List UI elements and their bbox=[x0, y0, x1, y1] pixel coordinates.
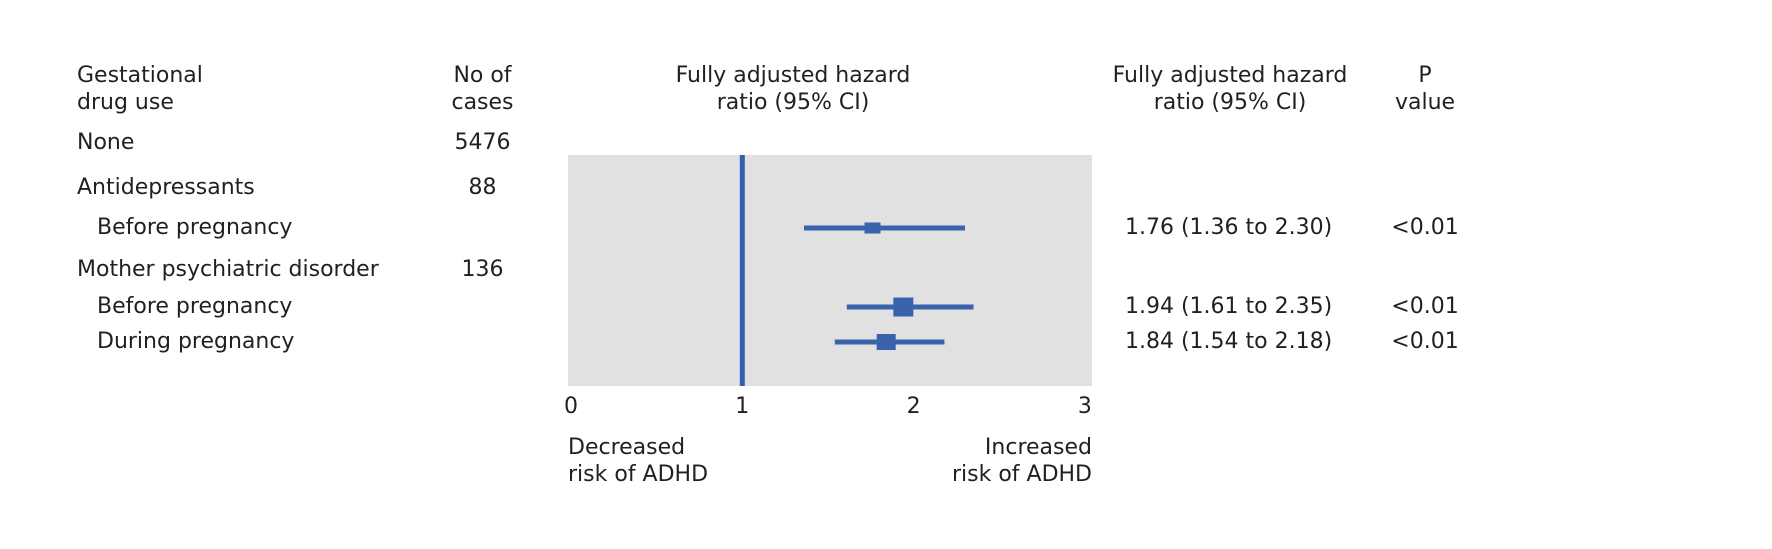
header-line: value bbox=[1394, 90, 1456, 115]
header-chart-hazard-ratio: Fully adjusted hazard ratio (95% CI) bbox=[568, 62, 1018, 116]
header-line: No of bbox=[453, 63, 512, 88]
plot-area bbox=[568, 155, 1092, 390]
header-line: Gestational bbox=[77, 63, 203, 88]
header-p-value: P value bbox=[1360, 62, 1490, 116]
row-label: Before pregnancy bbox=[97, 294, 293, 319]
row-cases-value: 136 bbox=[461, 257, 504, 282]
row-hazard-ratio-value: 1.76 (1.36 to 2.30) bbox=[1125, 215, 1333, 240]
x-tick-label: 1 bbox=[735, 394, 750, 419]
row-label: Before pregnancy bbox=[97, 215, 293, 240]
header-line: P bbox=[1418, 63, 1432, 88]
header-line: ratio (95% CI) bbox=[716, 90, 870, 115]
x-tick-label: 0 bbox=[564, 394, 578, 419]
row-p-value: <0.01 bbox=[1391, 215, 1459, 240]
caption-line: Increased bbox=[984, 435, 1092, 460]
header-line: Fully adjusted hazard bbox=[1112, 63, 1348, 88]
header-line: Fully adjusted hazard bbox=[675, 63, 911, 88]
header-line: cases bbox=[451, 90, 514, 115]
axis-caption-increased-risk: Increased risk of ADHD bbox=[872, 434, 1092, 488]
row-hazard-ratio-value: 1.94 (1.61 to 2.35) bbox=[1125, 294, 1333, 319]
row-label: Mother psychiatric disorder bbox=[77, 257, 379, 282]
header-no-of-cases: No of cases bbox=[425, 62, 540, 116]
row-cases-value: 88 bbox=[468, 175, 497, 200]
header-hazard-ratio-values: Fully adjusted hazard ratio (95% CI) bbox=[1085, 62, 1375, 116]
forest-plot-svg bbox=[568, 155, 1092, 386]
row-label: Antidepressants bbox=[77, 175, 255, 200]
header-line: drug use bbox=[77, 90, 174, 115]
x-tick-label: 3 bbox=[1077, 394, 1092, 419]
hr-marker bbox=[893, 297, 914, 317]
hr-marker bbox=[864, 222, 881, 234]
row-hazard-ratio-value: 1.84 (1.54 to 2.18) bbox=[1125, 329, 1333, 354]
row-p-value: <0.01 bbox=[1391, 294, 1459, 319]
header-gestational-drug-use: Gestational drug use bbox=[77, 62, 203, 116]
plot-background bbox=[568, 155, 1092, 386]
caption-line: risk of ADHD bbox=[951, 462, 1092, 487]
row-label: None bbox=[77, 130, 135, 155]
axis-caption-decreased-risk: Decreased risk of ADHD bbox=[568, 434, 708, 488]
row-cases-value: 5476 bbox=[454, 130, 511, 155]
caption-line: Decreased bbox=[568, 435, 686, 460]
header-line: ratio (95% CI) bbox=[1153, 90, 1307, 115]
row-label: During pregnancy bbox=[97, 329, 295, 354]
caption-line: risk of ADHD bbox=[568, 462, 709, 487]
x-tick-label: 2 bbox=[906, 394, 921, 419]
hr-marker bbox=[876, 334, 896, 350]
row-p-value: <0.01 bbox=[1391, 329, 1459, 354]
